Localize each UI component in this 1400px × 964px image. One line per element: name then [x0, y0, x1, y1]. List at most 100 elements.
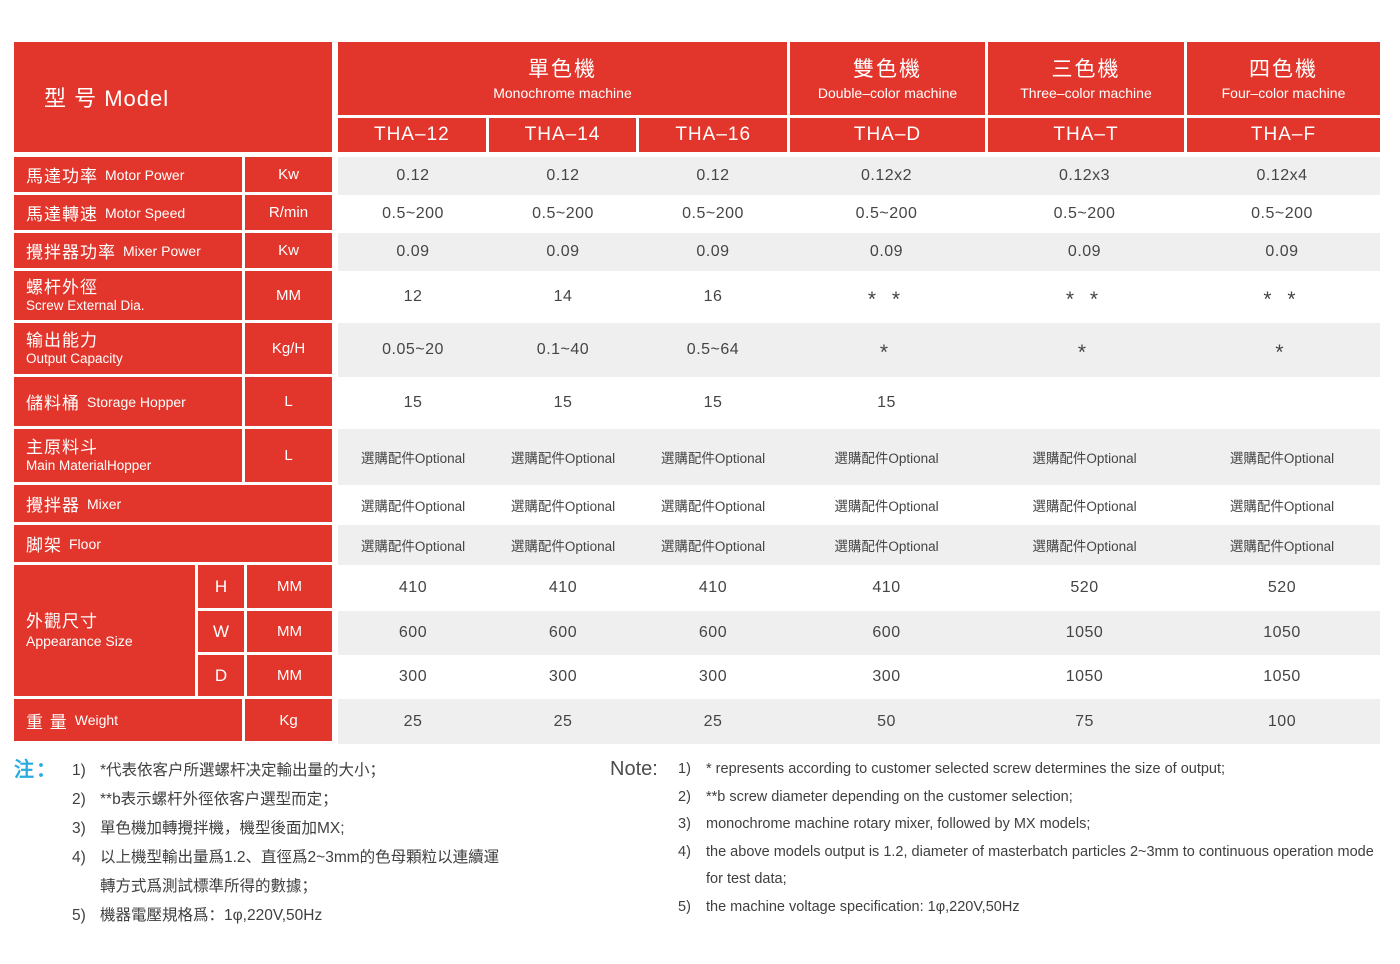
note-item: 4) 以上機型輸出量爲1.2、直徑爲2~3mm的色母顆粒以連續運轉方式爲測試標準…: [72, 843, 610, 901]
row-label-en: Main MaterialHopper: [26, 457, 152, 473]
value-cell: 0.5~200: [1053, 205, 1116, 222]
unit-cell: Kw: [245, 157, 332, 195]
group-title-zh: 單色機: [528, 57, 597, 81]
model-cell-thaf: THA–F: [1187, 118, 1380, 152]
note-text: 機器電壓規格爲：1φ,220V,50Hz: [100, 907, 323, 924]
value-cell: 選購配件Optional: [360, 499, 466, 514]
unit-cell: L: [245, 429, 332, 485]
value-cell: 0.5~200: [382, 205, 444, 222]
unit-cell: R/min: [245, 195, 332, 233]
value-cell: 16: [703, 288, 723, 305]
value-cell: 25: [553, 712, 573, 730]
row-label-en: Motor Speed: [105, 204, 186, 221]
note-number: 2): [72, 791, 86, 808]
note-number: 1): [678, 761, 691, 777]
row-values: 選購配件Optional 選購配件Optional 選購配件Optional 選…: [338, 429, 1380, 485]
value-cell: 選購配件Optional: [510, 539, 616, 554]
value-cell: 選購配件Optional: [834, 539, 939, 554]
row-label-zh: 馬達功率: [26, 167, 98, 186]
group-three-color: 三色機 Three–color machine THA–T: [988, 42, 1184, 152]
note-number: 3): [72, 820, 86, 837]
model-cell-tha16: THA–16: [639, 118, 788, 152]
value-cell: 410: [548, 579, 578, 596]
note-text: the above models output is 1.2, diameter…: [706, 843, 1374, 888]
value-cell: 0.12: [696, 167, 730, 184]
value-cell: 選購配件Optional: [1032, 451, 1137, 466]
value-cell: 0.5~200: [855, 205, 918, 222]
value-cell: 0.12: [396, 167, 430, 184]
value-cell: 410: [698, 579, 728, 596]
row-mixer: 攪拌器 Mixer 選購配件Optional 選購配件Optional 選購配件…: [14, 485, 1380, 525]
note-item: 2) **b screw diameter depending on the c…: [678, 784, 1394, 812]
row-label-zh: 脚架: [26, 536, 62, 555]
row-label: 脚架 Floor: [14, 525, 332, 565]
footnotes-chinese: 注： 1) *代表依客户所選螺杆决定輸出量的大小； 2) **b表示螺杆外徑依客…: [14, 756, 610, 930]
value-cell: 選購配件Optional: [660, 499, 766, 514]
row-label-zh: 馬達轉速: [26, 205, 98, 224]
value-cell: 0.1~40: [536, 341, 590, 358]
unit-cell: Kg: [245, 699, 332, 744]
group-double-title: 雙色機 Double–color machine: [790, 42, 985, 115]
value-cell: * *: [1065, 288, 1104, 311]
row-screw-dia: 螺杆外徑 Screw External Dia. MM 12 14 16 * *…: [14, 271, 1380, 323]
row-motor-speed: 馬達轉速 Motor Speed R/min 0.5~200 0.5~200 0…: [14, 195, 1380, 233]
footnotes-english: Note: 1) * represents according to custo…: [610, 756, 1394, 930]
value-cell: *: [1275, 341, 1289, 364]
group-monochrome-models: THA–12 THA–14 THA–16: [338, 118, 788, 152]
value-cell: 0.09: [1067, 243, 1102, 260]
value-cell: 選購配件Optional: [1032, 539, 1137, 554]
value-cell: 600: [548, 624, 578, 641]
row-label-en: Appearance Size: [26, 633, 133, 649]
row-label-en: Screw External Dia.: [26, 297, 145, 313]
value-cell: 25: [403, 712, 423, 730]
value-cell: 0.5~64: [686, 341, 740, 358]
row-label-en: Weight: [74, 712, 119, 728]
value-cell: 75: [1075, 712, 1094, 730]
value-cell: 選購配件Optional: [360, 539, 466, 554]
value-cell: 1050: [1263, 624, 1301, 641]
value-cell: 選購配件Optional: [660, 451, 766, 466]
value-cell: 選購配件Optional: [660, 539, 766, 554]
row-values: 600 600 600 600 1050 1050: [338, 611, 1380, 655]
row-label-zh: 螺杆外徑: [26, 277, 98, 297]
row-values: 0.12 0.12 0.12 0.12x2 0.12x3 0.12x4: [338, 157, 1380, 195]
value-cell: 0.09: [396, 243, 430, 260]
note-number: 3): [678, 816, 691, 832]
row-label: 螺杆外徑 Screw External Dia.: [14, 271, 242, 323]
model-cell-that: THA–T: [988, 118, 1184, 152]
note-number: 4): [678, 843, 691, 860]
row-label-zh: 攪拌器: [26, 496, 80, 515]
group-four-color: 四色機 Four–color machine THA–F: [1187, 42, 1380, 152]
group-three-title: 三色機 Three–color machine: [988, 42, 1184, 115]
row-label-en: Storage Hopper: [87, 393, 186, 410]
value-cell: 300: [548, 668, 578, 685]
row-label-zh: 输出能力: [26, 330, 98, 350]
value-cell: 0.09: [696, 243, 730, 260]
note-item: 3) 單色機加轉攪拌機，機型後面加MX;: [72, 814, 610, 843]
row-floor: 脚架 Floor 選購配件Optional 選購配件Optional 選購配件O…: [14, 525, 1380, 565]
value-cell: 0.12x3: [1058, 167, 1111, 184]
group-title-zh: 三色機: [1051, 57, 1121, 81]
dimension-cell: D: [198, 655, 244, 699]
value-cell: 100: [1267, 712, 1297, 730]
row-label-zh: 重 量: [26, 712, 68, 732]
row-label: 攪拌器功率 Mixer Power: [14, 233, 242, 271]
row-label-zh: 攪拌器功率: [26, 243, 116, 262]
value-cell: 410: [398, 579, 428, 596]
row-values: 0.09 0.09 0.09 0.09 0.09 0.09: [338, 233, 1380, 271]
value-cell: 選購配件Optional: [1229, 499, 1335, 514]
row-values: 0.5~200 0.5~200 0.5~200 0.5~200 0.5~200 …: [338, 195, 1380, 233]
row-size-h: H MM 410 410 410 410 520 520: [198, 565, 1380, 611]
row-values: 12 14 16 * * * * * *: [338, 271, 1380, 323]
value-cell: 300: [398, 668, 428, 685]
note-number: 1): [72, 762, 86, 779]
note-label-zh: 注：: [14, 759, 58, 781]
row-storage-hopper: 儲料桶 Storage Hopper L 15 15 15 15: [14, 377, 1380, 429]
row-label: 儲料桶 Storage Hopper: [14, 377, 242, 429]
dimension-cell: W: [198, 611, 244, 655]
group-title-en: Four–color machine: [1221, 84, 1346, 101]
dimension-cell: H: [198, 565, 244, 611]
note-item: 5) 機器電壓規格爲：1φ,220V,50Hz: [72, 901, 610, 930]
row-label-en: Mixer Power: [123, 242, 201, 259]
row-values: 300 300 300 300 1050 1050: [338, 655, 1380, 699]
